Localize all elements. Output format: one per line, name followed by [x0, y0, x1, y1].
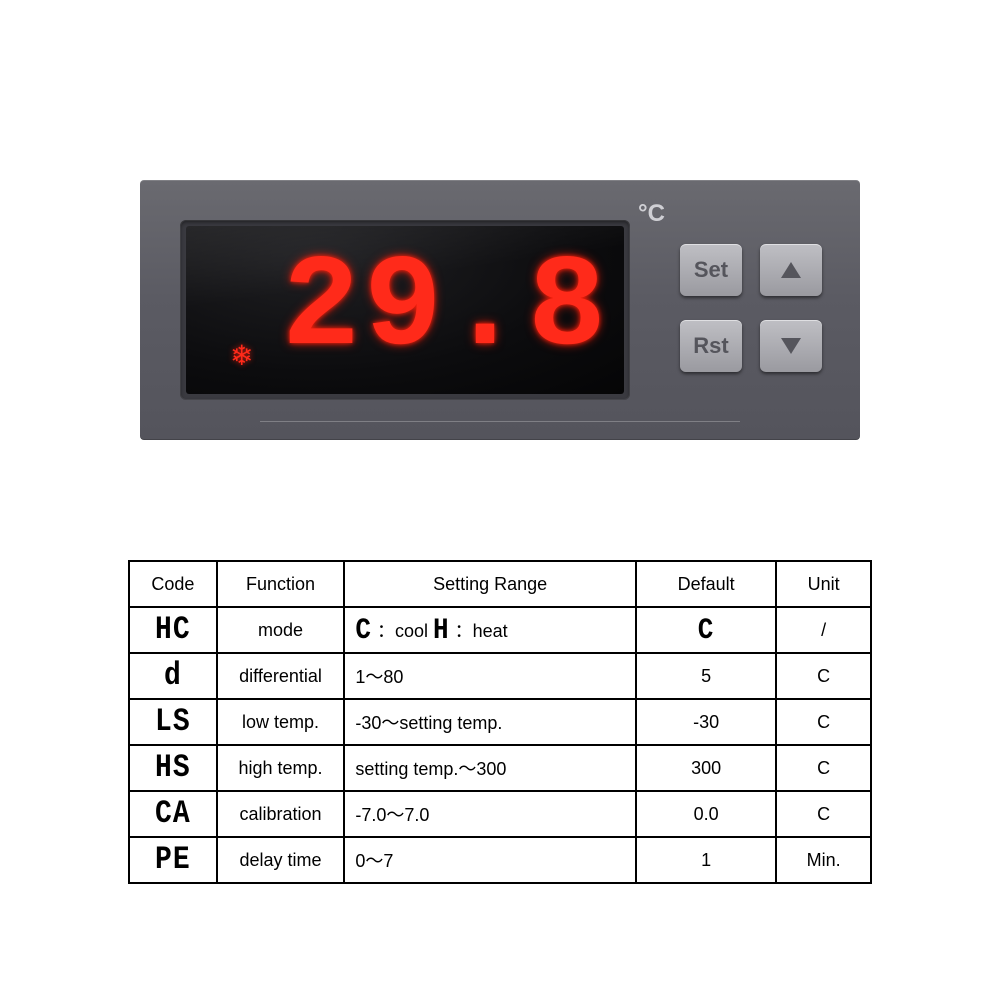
function-cell: high temp.	[217, 745, 345, 791]
function-cell: calibration	[217, 791, 345, 837]
range-cell: setting temp.～300	[344, 745, 636, 791]
snowflake-icon: ❄	[230, 339, 253, 372]
reset-button[interactable]: Rst	[680, 320, 742, 372]
default-cell: 1	[636, 837, 776, 883]
function-cell: differential	[217, 653, 345, 699]
function-cell: mode	[217, 607, 345, 653]
default-cell: 0.0	[636, 791, 776, 837]
table-row: HS high temp. setting temp.～300 300 C	[129, 745, 871, 791]
range-cell: 0～7	[344, 837, 636, 883]
thermostat-device: ❄ 29.8 °C Set Rst	[140, 180, 860, 440]
th-default: Default	[636, 561, 776, 607]
table-row: d differential 1～80 5 C	[129, 653, 871, 699]
function-cell: delay time	[217, 837, 345, 883]
lcd-frame: ❄ 29.8	[180, 220, 630, 400]
triangle-up-icon	[779, 260, 803, 280]
down-button[interactable]	[760, 320, 822, 372]
set-button[interactable]: Set	[680, 244, 742, 296]
range-cell: -7.0～7.0	[344, 791, 636, 837]
lcd-screen: ❄ 29.8	[186, 226, 624, 394]
table-row: CA calibration -7.0～7.0 0.0 C	[129, 791, 871, 837]
code-cell: HS	[155, 750, 191, 786]
range-cell: C ：cool H ：heat	[344, 607, 636, 653]
range-cell: 1～80	[344, 653, 636, 699]
code-cell: PE	[155, 842, 191, 878]
unit-cell: C	[776, 791, 871, 837]
default-cell: C	[636, 607, 776, 653]
code-cell: d	[164, 658, 182, 694]
th-code: Code	[129, 561, 217, 607]
default-cell: 300	[636, 745, 776, 791]
unit-cell: Min.	[776, 837, 871, 883]
function-cell: low temp.	[217, 699, 345, 745]
code-cell: HC	[155, 612, 191, 648]
unit-cell: C	[776, 699, 871, 745]
up-button[interactable]	[760, 244, 822, 296]
celsius-label: °C	[638, 200, 665, 228]
unit-cell: /	[776, 607, 871, 653]
table-row: LS low temp. -30～setting temp. -30 C	[129, 699, 871, 745]
unit-cell: C	[776, 653, 871, 699]
range-cell: -30～setting temp.	[344, 699, 636, 745]
table-row: HC mode C ：cool H ：heat C /	[129, 607, 871, 653]
temperature-readout: 29.8	[282, 226, 610, 394]
default-cell: 5	[636, 653, 776, 699]
parameter-table-wrap: Code Function Setting Range Default Unit…	[128, 560, 872, 884]
default-cell: -30	[636, 699, 776, 745]
th-range: Setting Range	[344, 561, 636, 607]
th-unit: Unit	[776, 561, 871, 607]
th-function: Function	[217, 561, 345, 607]
table-header-row: Code Function Setting Range Default Unit	[129, 561, 871, 607]
unit-cell: C	[776, 745, 871, 791]
parameter-table: Code Function Setting Range Default Unit…	[128, 560, 872, 884]
code-cell: CA	[155, 796, 191, 832]
triangle-down-icon	[779, 336, 803, 356]
code-cell: LS	[155, 704, 191, 740]
table-row: PE delay time 0～7 1 Min.	[129, 837, 871, 883]
